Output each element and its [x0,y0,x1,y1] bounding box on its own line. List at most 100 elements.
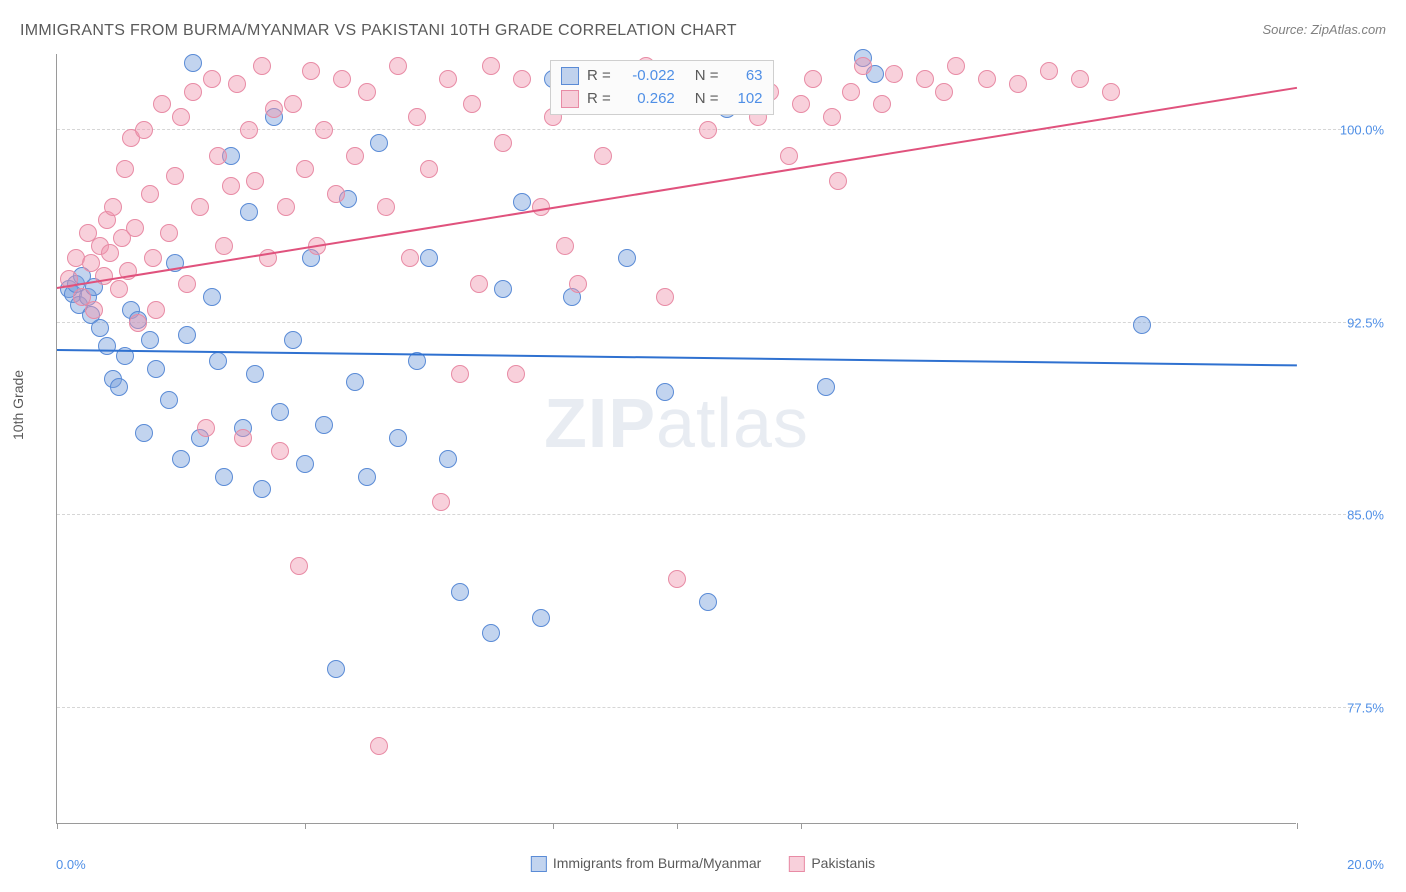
data-point [439,70,457,88]
data-point [246,172,264,190]
data-point [1040,62,1058,80]
data-point [470,275,488,293]
data-point [656,383,674,401]
data-point [873,95,891,113]
data-point [296,455,314,473]
legend-item: Pakistanis [789,855,875,872]
x-tick [677,823,678,829]
data-point [327,660,345,678]
x-tick [801,823,802,829]
data-point [141,185,159,203]
data-point [947,57,965,75]
stats-row: R = -0.022 N = 63 [561,65,763,88]
data-point [234,429,252,447]
data-point [253,480,271,498]
data-point [594,147,612,165]
data-point [209,147,227,165]
data-point [98,337,116,355]
data-point [451,365,469,383]
y-tick-label: 77.5% [1347,700,1384,715]
data-point [432,493,450,511]
data-point [315,121,333,139]
stat-r-label: R = [587,88,611,111]
data-point [126,219,144,237]
data-point [228,75,246,93]
data-point [147,301,165,319]
data-point [842,83,860,101]
data-point [222,177,240,195]
data-point [135,121,153,139]
data-point [95,267,113,285]
gridline [57,514,1356,515]
data-point [184,54,202,72]
data-point [513,70,531,88]
data-point [277,198,295,216]
gridline [57,707,1356,708]
data-point [1071,70,1089,88]
y-tick-label: 85.0% [1347,508,1384,523]
data-point [101,244,119,262]
data-point [494,134,512,152]
legend-swatch [531,856,547,872]
data-point [184,83,202,101]
legend-bottom: Immigrants from Burma/Myanmar Pakistanis [531,855,875,872]
data-point [296,160,314,178]
stat-r-label: R = [587,65,611,88]
data-point [699,121,717,139]
data-point [935,83,953,101]
stats-legend: R = -0.022 N = 63R = 0.262 N = 102 [550,60,774,115]
data-point [333,70,351,88]
watermark-bold: ZIP [544,384,656,462]
data-point [507,365,525,383]
watermark: ZIPatlas [544,383,809,463]
data-point [829,172,847,190]
data-point [197,419,215,437]
data-point [110,280,128,298]
data-point [253,57,271,75]
data-point [203,288,221,306]
data-point [389,57,407,75]
data-point [854,57,872,75]
data-point [370,134,388,152]
legend-label: Immigrants from Burma/Myanmar [553,855,761,871]
data-point [209,352,227,370]
stat-n-value: 102 [727,88,763,111]
data-point [420,249,438,267]
data-point [1102,83,1120,101]
legend-label: Pakistanis [811,855,875,871]
data-point [290,557,308,575]
y-tick-label: 100.0% [1340,123,1384,138]
data-point [327,185,345,203]
x-tick [1297,823,1298,829]
data-point [885,65,903,83]
x-tick-label-max: 20.0% [1347,857,1384,872]
data-point [420,160,438,178]
data-point [569,275,587,293]
x-tick [305,823,306,829]
data-point [284,331,302,349]
stat-n-value: 63 [727,65,763,88]
data-point [463,95,481,113]
data-point [668,570,686,588]
data-point [439,450,457,468]
stat-r-value: 0.262 [619,88,675,111]
data-point [215,237,233,255]
data-point [358,468,376,486]
y-axis-title: 10th Grade [10,370,26,440]
gridline [57,322,1356,323]
data-point [141,331,159,349]
data-point [823,108,841,126]
data-point [699,593,717,611]
data-point [804,70,822,88]
data-point [532,609,550,627]
legend-item: Immigrants from Burma/Myanmar [531,855,761,872]
data-point [178,275,196,293]
source-label: Source: ZipAtlas.com [1262,22,1386,37]
trend-line [57,87,1297,289]
stat-n-label: N = [695,65,719,88]
data-point [129,314,147,332]
stat-r-value: -0.022 [619,65,675,88]
legend-swatch [561,90,579,108]
data-point [271,403,289,421]
data-point [178,326,196,344]
